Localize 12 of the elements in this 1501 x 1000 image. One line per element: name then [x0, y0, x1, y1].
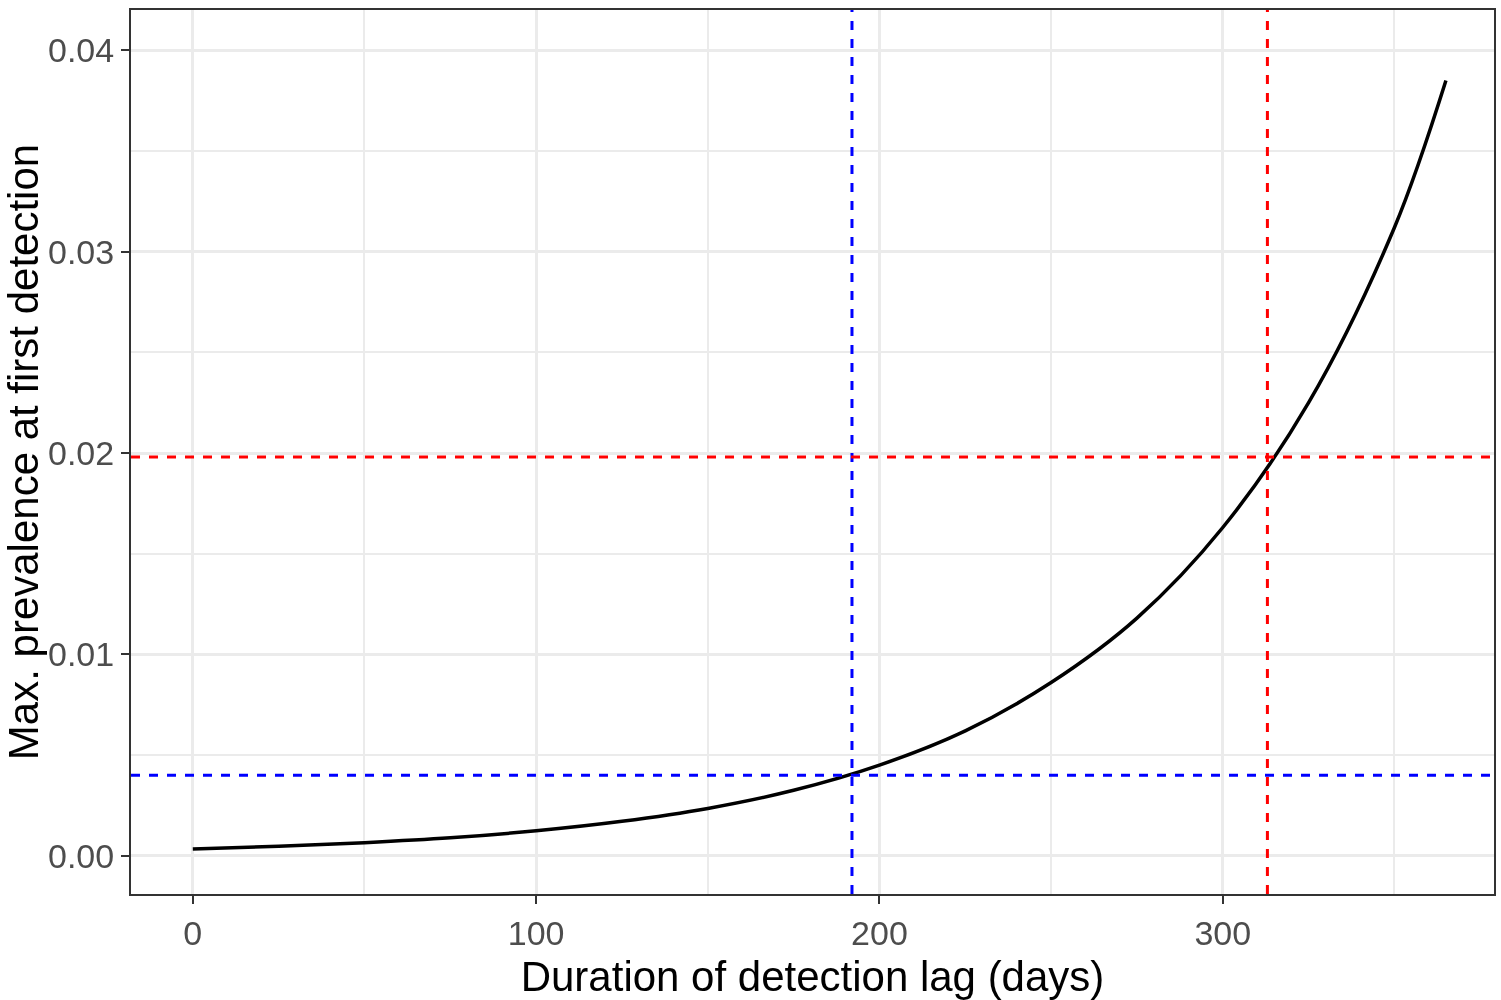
- line-series: [191, 78, 1448, 851]
- x-tick-label: 100: [507, 913, 565, 952]
- x-tick-label: 300: [1194, 913, 1252, 952]
- y-tick-label: 0.04: [48, 31, 115, 70]
- x-tick-label: 0: [183, 913, 203, 952]
- y-tick-label: 0.02: [48, 433, 115, 472]
- y-axis-title: Max. prevalence at first detection: [0, 143, 47, 761]
- x-tick-label: 200: [851, 913, 908, 952]
- y-tick-label: 0.03: [48, 232, 115, 271]
- x-axis-title: Duration of detection lag (days): [520, 953, 1105, 1000]
- y-tick-label: 0.00: [48, 836, 115, 875]
- y-tick-label: 0.01: [48, 635, 115, 674]
